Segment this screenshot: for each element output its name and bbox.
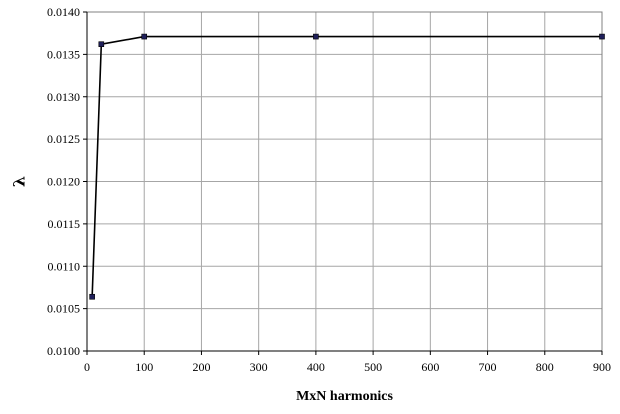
data-series [89, 33, 605, 300]
data-point [313, 33, 319, 40]
y-tick-label: 0.0115 [47, 217, 80, 231]
axes [83, 11, 603, 355]
y-tick-label: 0.0110 [47, 259, 80, 273]
x-tick-label: 800 [536, 360, 554, 374]
data-point [141, 33, 148, 40]
y-tick-label: 0.0130 [47, 90, 80, 104]
y-tick-label: 0.0120 [47, 175, 80, 189]
y-axis-tick-labels: 0.0100 0.0105 0.0110 0.0115 0.0120 0.0125 0.01… [47, 5, 80, 358]
data-point [89, 293, 95, 300]
x-tick-label: 0 [84, 360, 90, 374]
x-tick-label: 200 [192, 360, 210, 374]
x-axis-tick-labels: 0 100 200 300 400 500 600 700 800 900 [84, 360, 611, 374]
x-tick-label: 300 [250, 360, 268, 374]
gridlines [86, 11, 603, 352]
y-tick-label: 0.0140 [47, 5, 80, 19]
y-tick-label: 0.0125 [47, 132, 80, 146]
y-tick-label: 0.0105 [47, 302, 80, 316]
x-tick-label: 400 [307, 360, 325, 374]
x-tick-label: 700 [479, 360, 497, 374]
y-tick-label: 0.0100 [47, 344, 80, 358]
x-tick-label: 100 [135, 360, 153, 374]
x-tick-label: 900 [593, 360, 611, 374]
x-tick-label: 500 [364, 360, 382, 374]
data-point [599, 33, 605, 40]
y-tick-label: 0.0135 [47, 47, 80, 61]
x-axis-title: MxN harmonics [296, 389, 393, 404]
y-axis-title: λ [10, 176, 29, 187]
x-tick-label: 600 [421, 360, 439, 374]
data-point [98, 41, 105, 48]
